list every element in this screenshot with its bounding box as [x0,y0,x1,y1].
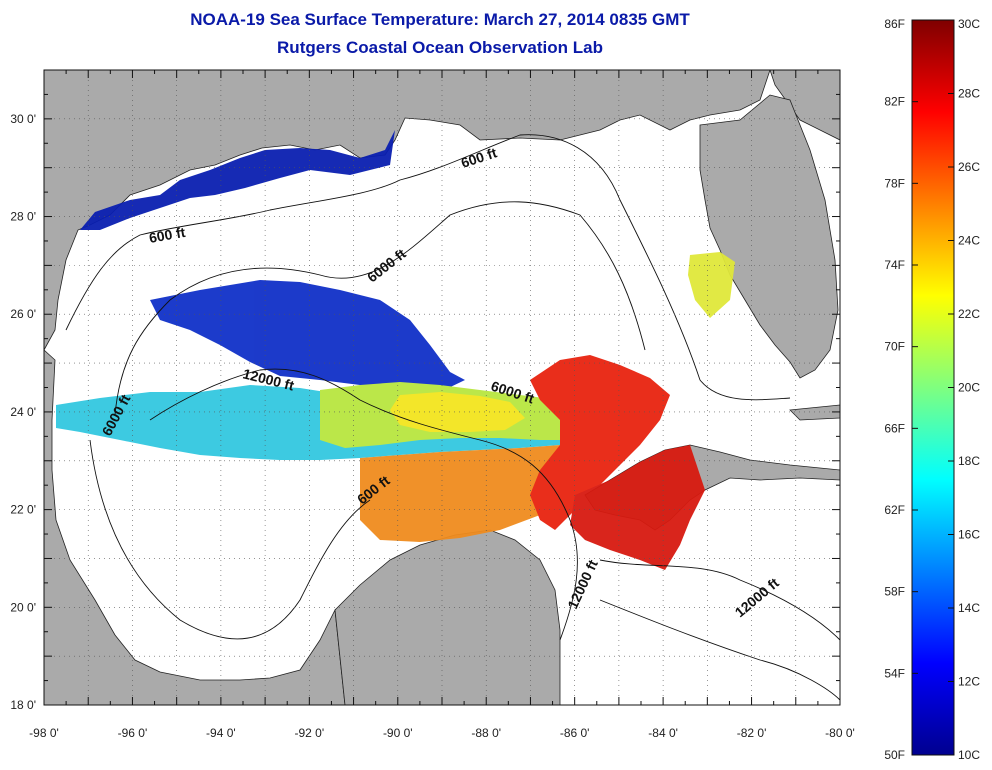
sst-orange [360,445,580,542]
colorbar-f-label: 82F [884,95,905,109]
sst-florida-shelf [688,252,735,318]
sst-data-layer [56,130,735,570]
colorbar-c-label: 16C [958,528,980,542]
longitude-label: -88 0' [471,726,501,740]
latitude-label: 22 0' [10,503,36,517]
sst-red-south [570,445,705,570]
sst-blue-central [150,280,465,392]
latitude-label: 30 0' [10,112,36,126]
sst-yellow [390,392,525,432]
sst-cyan-band [56,385,560,460]
colorbar-c-label: 20C [958,381,980,395]
latitude-labels: 30 0' 28 0' 26 0' 24 0' 22 0' 20 0' 18 0' [10,112,36,712]
latitude-label: 26 0' [10,307,36,321]
longitude-label: -98 0' [29,726,59,740]
graticule [44,70,840,705]
contour-layer [65,134,840,701]
colorbar-celsius-labels: 30C 28C 26C 24C 22C 20C 18C 16C 14C 12C 10C [958,17,980,762]
colorbar-f-label: 70F [884,340,905,354]
latitude-label: 18 0' [10,698,36,712]
longitude-label: -82 0' [737,726,767,740]
longitude-label: -90 0' [383,726,413,740]
colorbar-fahrenheit-labels: 86F 82F 78F 74F 70F 66F 62F 58F 54F 50F [884,17,905,762]
colorbar-f-label: 50F [884,748,905,762]
sst-blue-north [80,130,395,230]
longitude-labels: -98 0' -96 0' -94 0' -92 0' -90 0' -88 0' -86 … [29,726,855,740]
colorbar-c-label: 24C [958,234,980,248]
land-florida [699,94,839,379]
colorbar-f-label: 86F [884,17,905,31]
axis-ticks [43,69,841,706]
longitude-label: -94 0' [206,726,236,740]
colorbar-f-label: 62F [884,503,905,517]
contour-600ft-north [65,134,791,401]
colorbar-c-label: 30C [958,17,980,31]
contour-6000ft [114,201,646,416]
colorbar-f-label: 66F [884,421,905,435]
land-yucatan [334,529,561,705]
colorbar-c-label: 10C [958,748,980,762]
contour-south [599,559,840,641]
contour-south2 [599,599,840,701]
latitude-label: 24 0' [10,405,36,419]
colorbar-f-label: 58F [884,585,905,599]
colorbar-c-label: 26C [958,160,980,174]
latitude-label: 20 0' [10,600,36,614]
land-keys [789,404,840,421]
colorbar-gradient [911,19,955,756]
colorbar-f-label: 74F [884,258,905,272]
colorbar-c-label: 14C [958,601,980,615]
map-title: NOAA-19 Sea Surface Temperature: March 2… [190,10,690,29]
longitude-label: -92 0' [295,726,325,740]
colorbar-c-label: 18C [958,454,980,468]
colorbar-c-label: 28C [958,87,980,101]
sst-red-east [530,355,670,530]
longitude-label: -80 0' [825,726,855,740]
map-subtitle: Rutgers Coastal Ocean Observation Lab [277,38,603,57]
longitude-label: -96 0' [118,726,148,740]
latitude-label: 28 0' [10,210,36,224]
colorbar-f-label: 78F [884,176,905,190]
contour-label: 600 ft [148,224,187,246]
longitude-label: -84 0' [648,726,678,740]
contour-600ft-south [89,439,371,640]
colorbar: 86F 82F 78F 74F 70F 66F 62F 58F 54F 50F 30C 28C 26C… [884,17,980,762]
colorbar-c-label: 22C [958,307,980,321]
colorbar-f-label: 54F [884,666,905,680]
longitude-label: -86 0' [560,726,590,740]
colorbar-c-label: 12C [958,675,980,689]
